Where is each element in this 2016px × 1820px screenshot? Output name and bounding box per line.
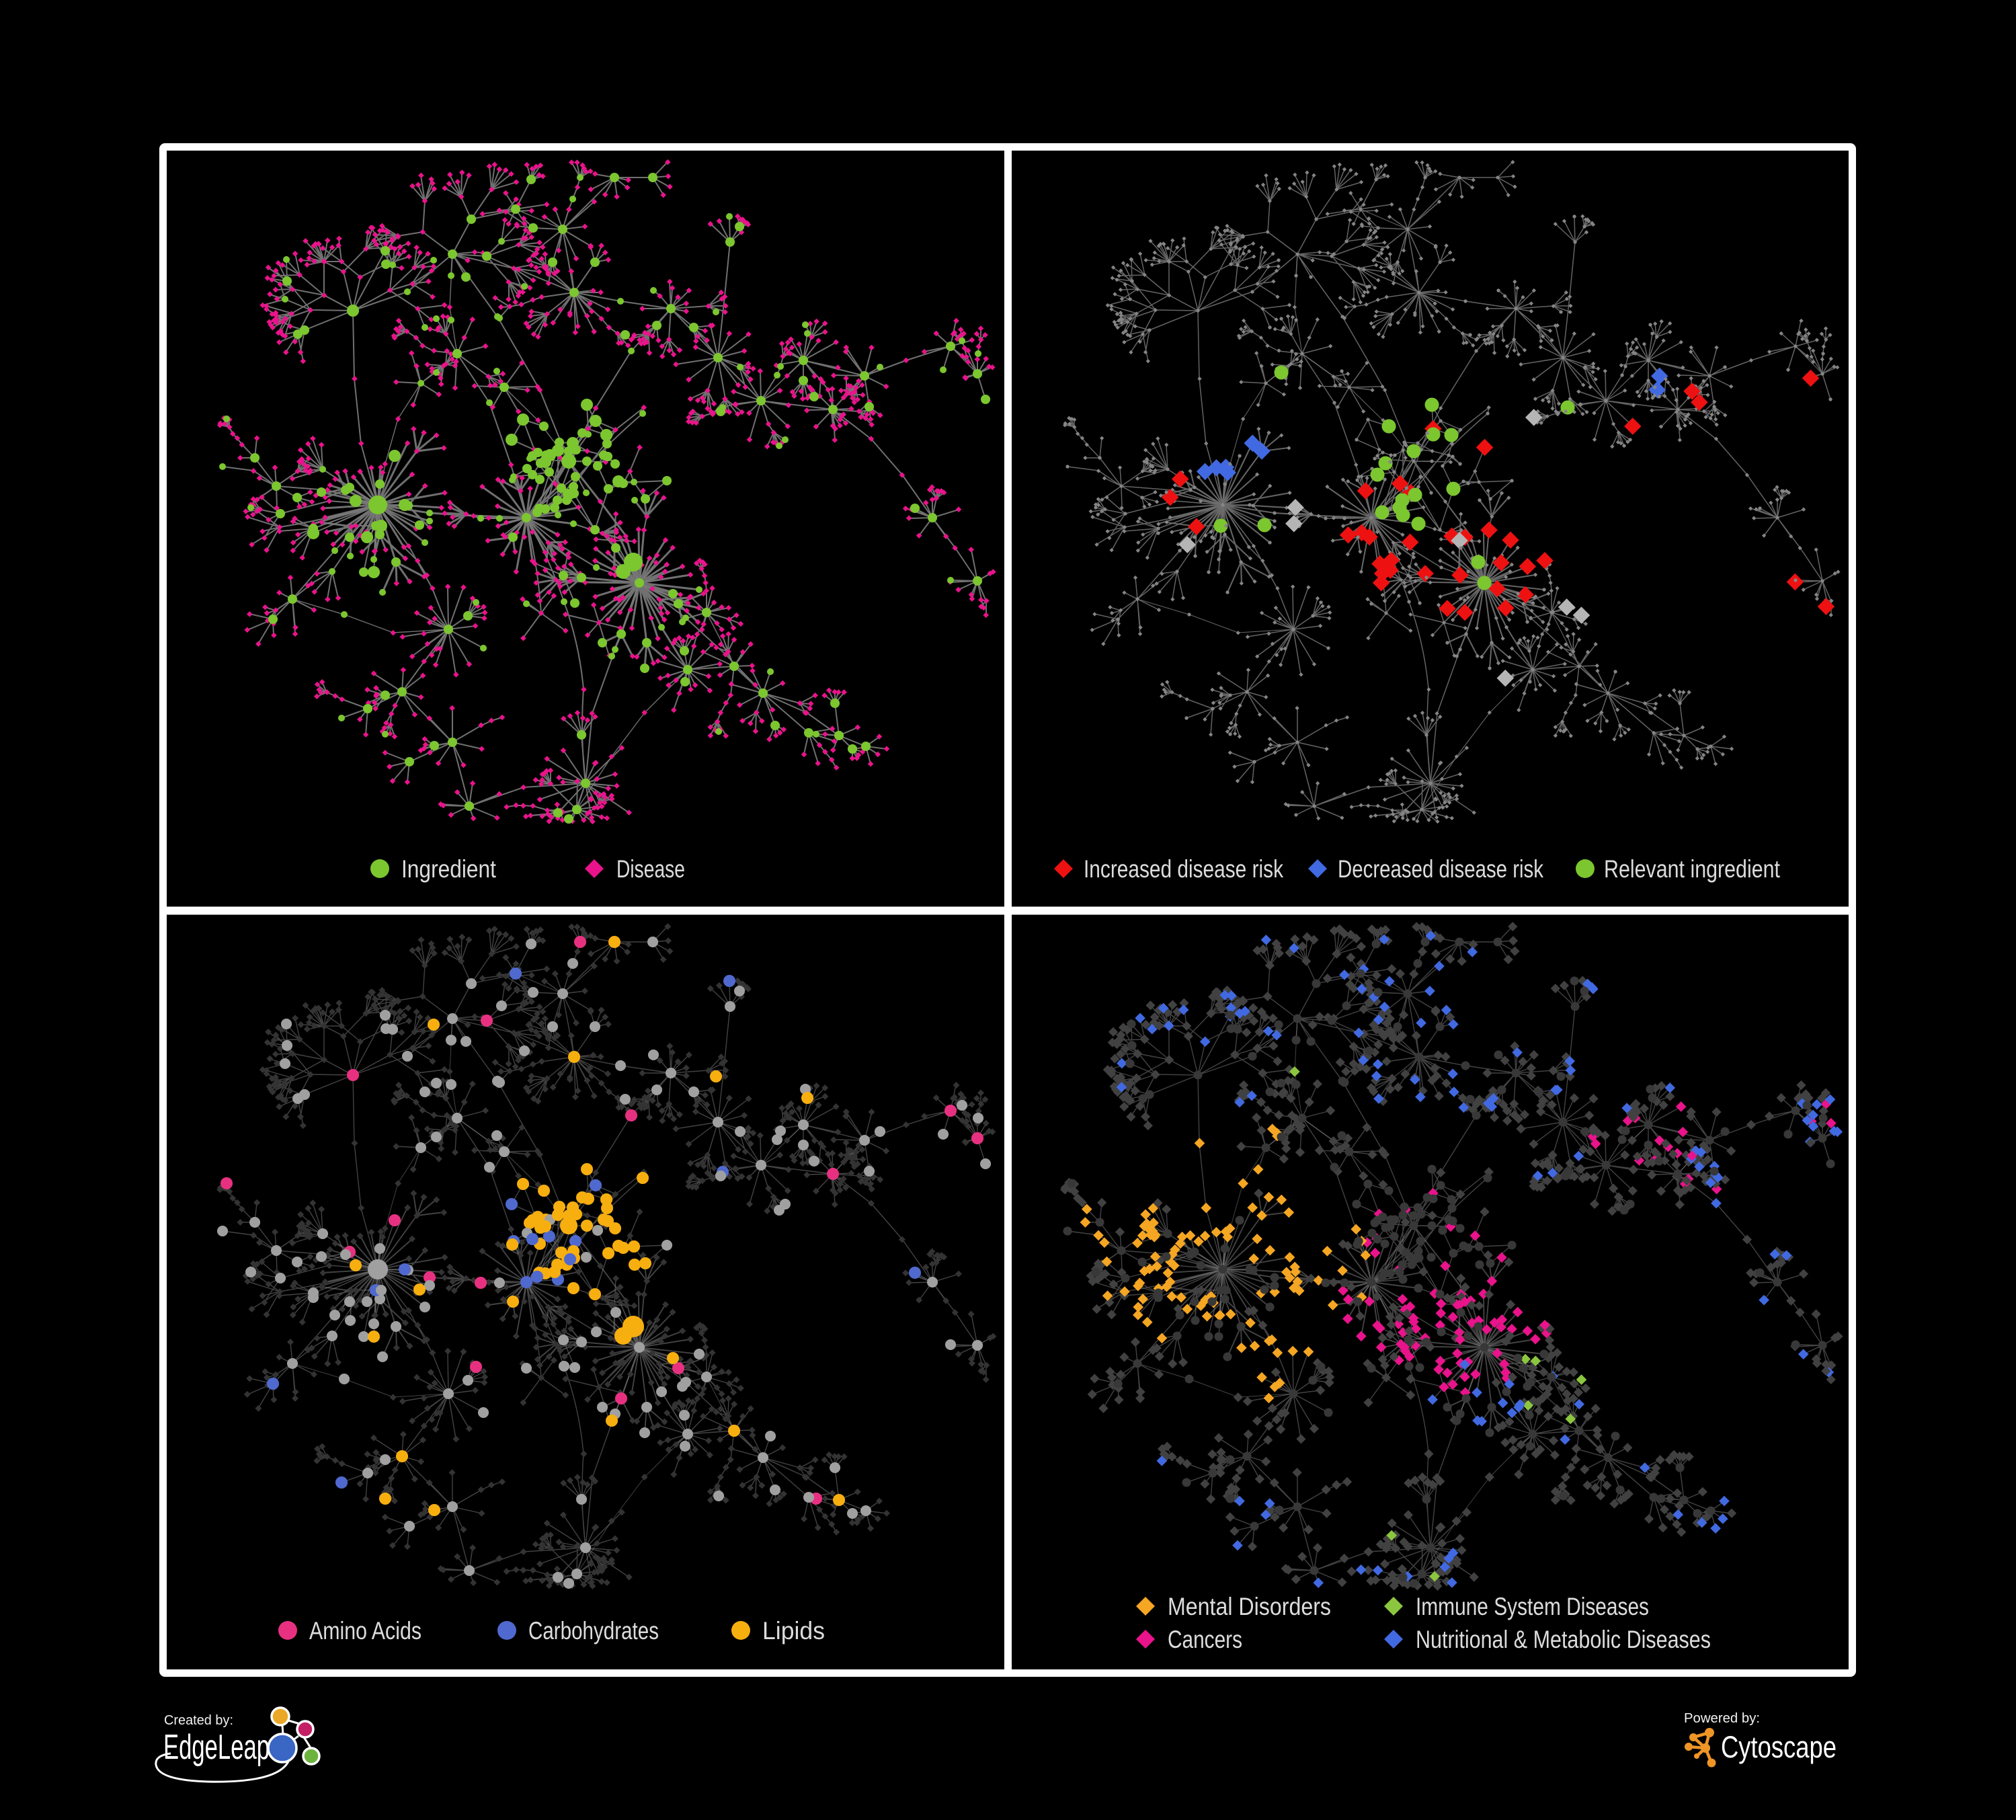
svg-text:EdgeLeap: EdgeLeap	[163, 1728, 270, 1767]
svg-text:Decreased disease risk: Decreased disease risk	[1338, 855, 1543, 883]
svg-text:Ingredient: Ingredient	[401, 855, 497, 883]
svg-text:Relevant ingredient: Relevant ingredient	[1604, 855, 1781, 883]
svg-text:Disease: Disease	[616, 855, 685, 883]
svg-text:Carbohydrates: Carbohydrates	[528, 1617, 659, 1645]
svg-text:Lipids: Lipids	[762, 1617, 825, 1645]
svg-text:Nutritional & Metabolic Diseas: Nutritional & Metabolic Diseases	[1416, 1626, 1711, 1653]
svg-text:Amino Acids: Amino Acids	[309, 1617, 421, 1645]
svg-text:Cytoscape: Cytoscape	[1721, 1730, 1837, 1764]
svg-text:Mental Disorders: Mental Disorders	[1168, 1593, 1331, 1620]
svg-text:Immune System Diseases: Immune System Diseases	[1416, 1593, 1649, 1620]
svg-text:Cancers: Cancers	[1168, 1626, 1242, 1653]
svg-text:Increased disease risk: Increased disease risk	[1084, 855, 1283, 883]
svg-text:Powered by:: Powered by:	[1684, 1711, 1760, 1726]
svg-text:Created by:: Created by:	[164, 1713, 233, 1728]
